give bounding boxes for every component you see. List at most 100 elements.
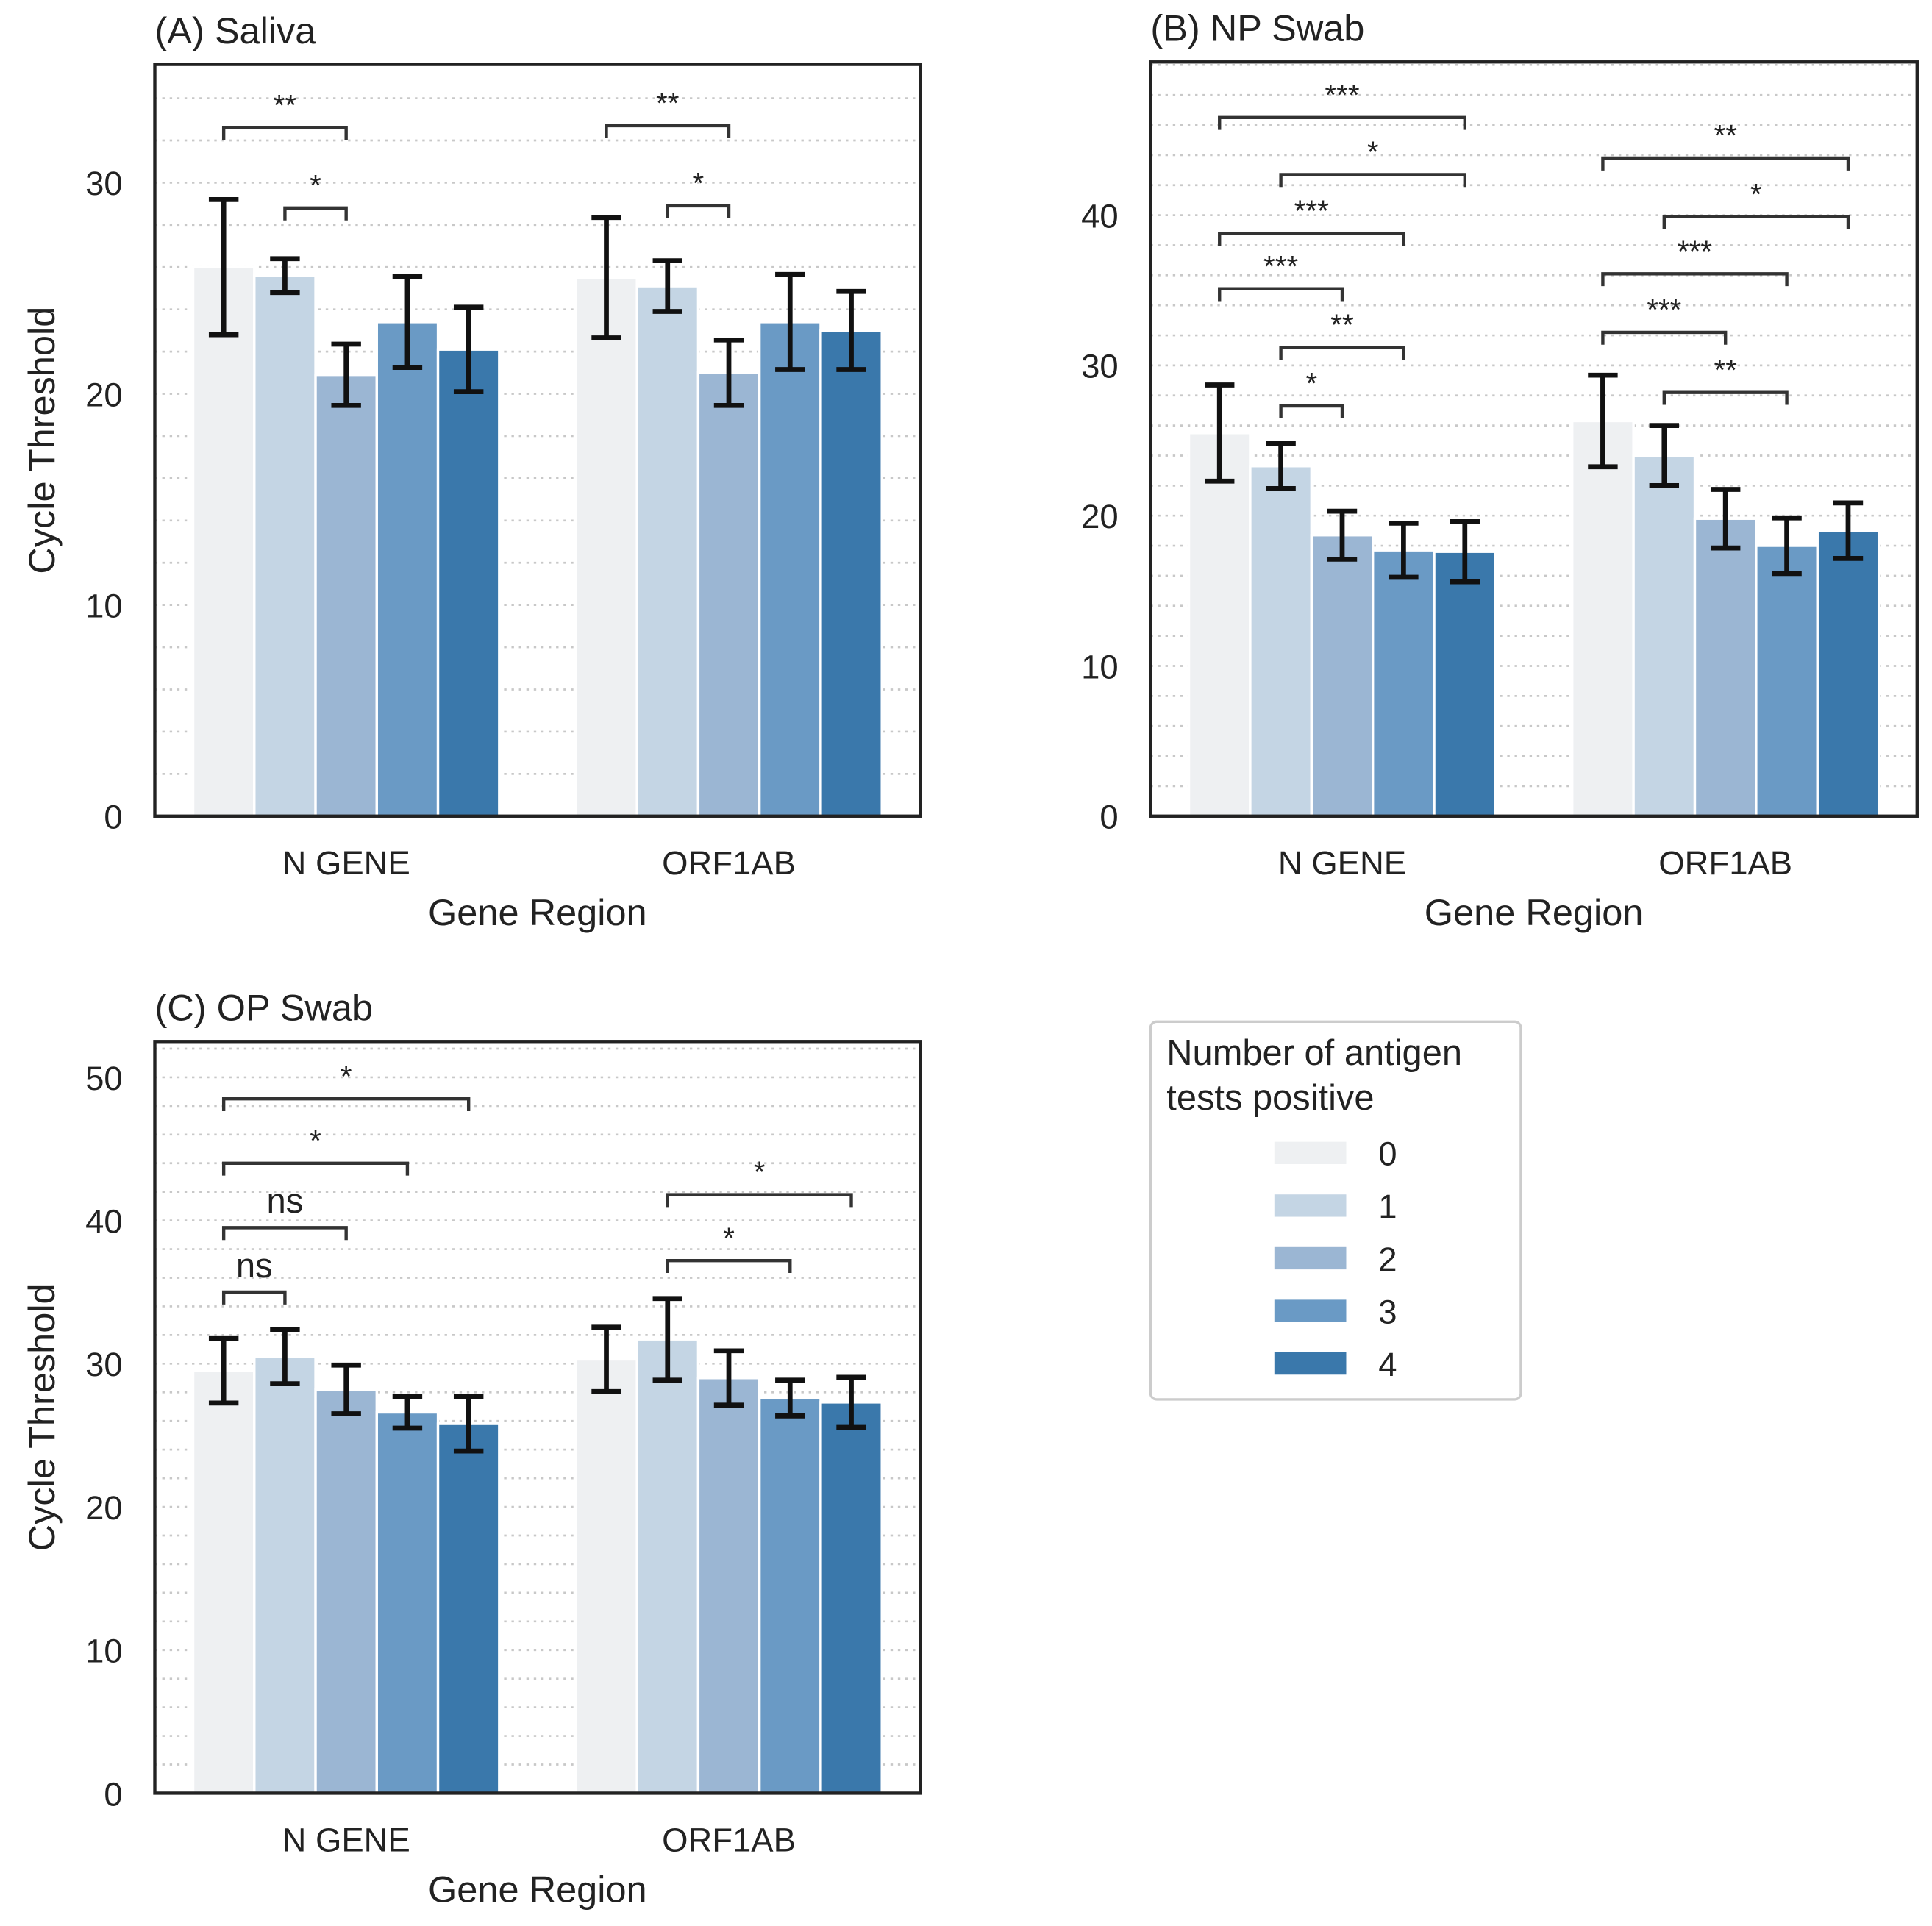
bar (436, 348, 501, 818)
significance-label: *** (1263, 249, 1298, 283)
bar (253, 1355, 317, 1795)
bar (819, 1401, 883, 1795)
error-bar (1772, 515, 1802, 577)
significance-label: *** (1325, 78, 1359, 112)
error-bar (1205, 382, 1235, 484)
significance-bracket (221, 1226, 348, 1241)
error-bar (1649, 423, 1680, 488)
significance-label: ns (267, 1181, 304, 1220)
legend-swatch (1274, 1194, 1347, 1217)
bar (1372, 549, 1436, 818)
bar (758, 1397, 822, 1795)
error-bar (652, 258, 682, 314)
bar (696, 371, 761, 818)
bar (1632, 454, 1697, 818)
y-axis-label: Cycle Threshold (21, 1283, 63, 1551)
bar (1187, 432, 1252, 818)
significance-label: * (1750, 177, 1762, 211)
bar (436, 1422, 501, 1795)
bar (191, 265, 256, 818)
significance-bracket (1601, 272, 1789, 287)
bar (1755, 544, 1819, 818)
x-tick-label: ORF1AB (1658, 844, 1792, 882)
chart-title: (B) NP Swab (1150, 7, 1364, 49)
significance-bracket (666, 1193, 853, 1208)
error-bar (836, 1374, 866, 1430)
bar (635, 1338, 700, 1795)
legend: Number of antigen tests positive 0 1 2 3 4 (1149, 1020, 1522, 1401)
error-bar (208, 197, 239, 338)
y-tick-label: 40 (1081, 197, 1119, 235)
significance-label: * (723, 1221, 735, 1255)
x-tick-label: N GENE (282, 1822, 410, 1859)
error-bar (270, 1327, 300, 1386)
error-bar (270, 256, 300, 296)
y-tick-label: 10 (85, 587, 123, 624)
chart-title: (C) OP Swab (154, 987, 373, 1029)
x-tick-label: N GENE (1278, 844, 1406, 882)
y-tick-label: 20 (85, 376, 123, 413)
bar (1816, 529, 1881, 818)
bar (1249, 465, 1313, 818)
significance-label: *** (1678, 234, 1712, 268)
bar (1433, 550, 1497, 818)
error-bar (1327, 508, 1358, 562)
significance-bracket (1279, 173, 1466, 188)
significance-bracket (221, 1290, 287, 1305)
error-bar (392, 274, 423, 371)
significance-label: * (1367, 135, 1379, 169)
axes-frame (153, 1040, 922, 1795)
bar (375, 321, 440, 818)
legend-label: 1 (1378, 1188, 1397, 1225)
y-tick-label: 0 (1099, 799, 1118, 836)
error-bar (591, 1324, 621, 1394)
bar (574, 1358, 638, 1795)
bar (314, 374, 378, 818)
significance-label: ** (1714, 118, 1737, 152)
bar (1693, 517, 1758, 818)
x-tick-label: N GENE (282, 844, 410, 882)
error-bar (331, 341, 361, 408)
error-bar (331, 1362, 361, 1416)
significance-label: ** (656, 86, 680, 120)
legend-label: 4 (1378, 1346, 1397, 1383)
significance-bracket (283, 206, 348, 221)
bar (191, 1369, 256, 1795)
significance-label: * (754, 1155, 766, 1189)
y-tick-label: 30 (85, 1346, 123, 1383)
error-bar (1588, 372, 1618, 470)
x-tick-label: ORF1AB (662, 1822, 796, 1859)
x-tick-label: ORF1AB (662, 844, 796, 882)
error-bar (775, 271, 805, 372)
y-tick-label: 0 (104, 1775, 122, 1813)
legend-title: Number of antigen (1166, 1033, 1462, 1073)
y-tick-label: 50 (85, 1060, 123, 1097)
error-bar (453, 1394, 484, 1454)
legend-swatch (1274, 1246, 1347, 1270)
legend-label: 2 (1378, 1241, 1397, 1278)
significance-bracket (666, 1258, 792, 1273)
bar (1571, 419, 1635, 818)
significance-label: ** (1330, 308, 1354, 342)
bar (758, 321, 822, 818)
significance-label: * (310, 1124, 321, 1158)
significance-bracket (221, 126, 348, 140)
error-bar (836, 288, 866, 372)
error-bar (1450, 519, 1480, 585)
significance-label: ** (274, 88, 297, 122)
significance-bracket (1279, 404, 1344, 418)
error-bar (1710, 487, 1741, 551)
significance-label: * (1305, 366, 1317, 400)
error-bar (208, 1335, 239, 1406)
significance-bracket (605, 124, 731, 138)
axes-frame (1149, 60, 1919, 818)
error-bar (652, 1296, 682, 1383)
significance-bracket (666, 204, 731, 218)
y-tick-label: 10 (1081, 648, 1119, 685)
significance-bracket (1279, 346, 1405, 360)
bar (574, 276, 638, 818)
significance-label: ** (1714, 353, 1737, 387)
y-tick-label: 30 (1081, 348, 1119, 385)
